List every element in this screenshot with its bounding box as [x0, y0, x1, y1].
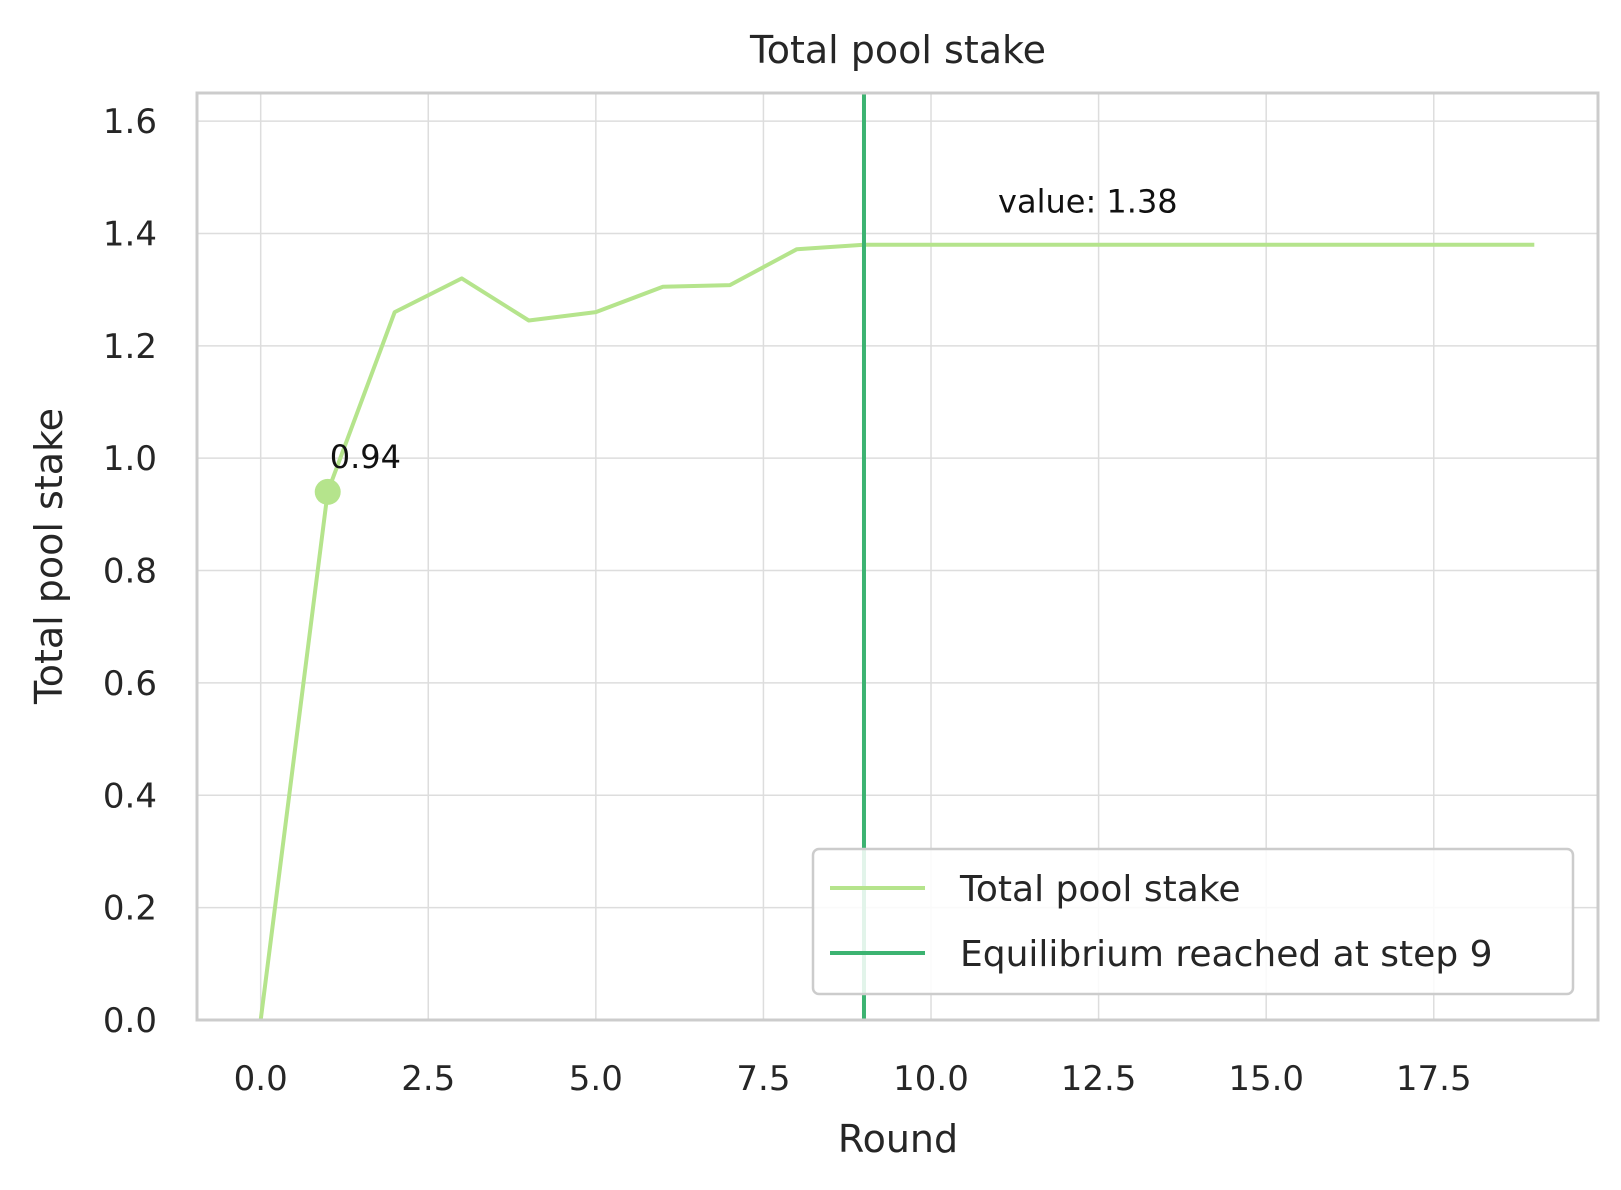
grid-lines: [197, 93, 1598, 1021]
x-tick-label: 2.5: [401, 1059, 455, 1099]
x-tick-label: 5.0: [569, 1059, 623, 1099]
y-axis-label: Total pool stake: [27, 408, 71, 705]
x-tick-label: 0.0: [234, 1059, 288, 1099]
chart-title: Total pool stake: [749, 28, 1046, 72]
legend: Total pool stake Equilibrium reached at …: [811, 847, 1575, 996]
annotation-label: 0.94: [330, 438, 401, 476]
y-tick-label: 0.0: [103, 1001, 157, 1041]
y-tick-label: 0.8: [103, 552, 157, 592]
legend-label-vline: Equilibrium reached at step 9: [960, 934, 1493, 975]
y-tick-label: 0.4: [103, 776, 157, 816]
y-tick-label: 0.2: [103, 889, 157, 929]
x-axis-ticks: 0.0 2.5 5.0 7.5 10.0 12.5 15.0 17.5: [234, 1059, 1472, 1099]
legend-label-series: Total pool stake: [959, 869, 1241, 910]
annotation-label: value: 1.38: [998, 183, 1178, 221]
highlight-point: [314, 478, 341, 505]
y-tick-label: 1.4: [103, 214, 157, 254]
x-axis-label: Round: [838, 1117, 958, 1161]
x-tick-label: 12.5: [1061, 1059, 1137, 1099]
annotations: 0.94 value: 1.38: [330, 183, 1178, 476]
series-line-total-pool-stake: [258, 242, 1535, 1021]
y-axis-ticks: 0.0 0.2 0.4 0.6 0.8 1.0 1.2 1.4 1.6: [103, 102, 157, 1041]
x-tick-label: 15.0: [1228, 1059, 1304, 1099]
plot-frame: [195, 91, 1600, 1022]
y-tick-label: 0.6: [103, 664, 157, 704]
x-tick-label: 17.5: [1396, 1059, 1472, 1099]
legend-box: [811, 847, 1575, 996]
x-tick-label: 10.0: [893, 1059, 969, 1099]
y-tick-label: 1.6: [103, 102, 157, 142]
x-tick-label: 7.5: [736, 1059, 790, 1099]
y-tick-label: 1.0: [103, 439, 157, 479]
y-tick-label: 1.2: [103, 327, 157, 367]
